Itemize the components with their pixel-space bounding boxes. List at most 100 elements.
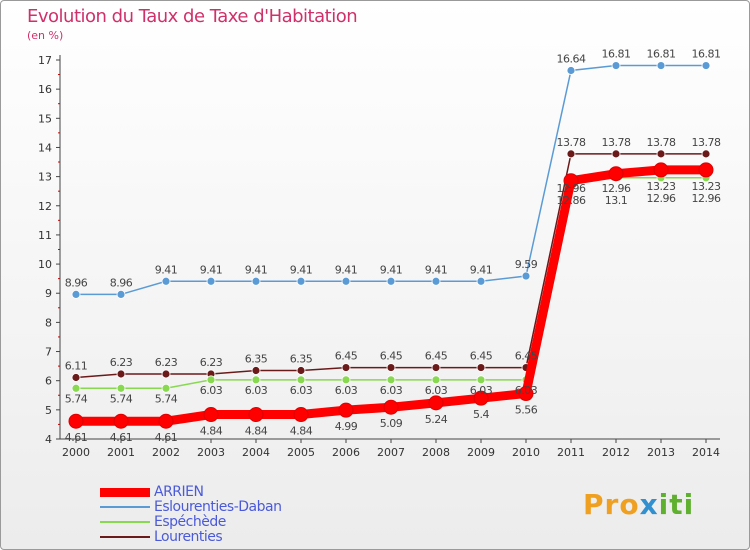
data-label: 6.23 <box>110 356 133 369</box>
data-point <box>476 363 486 372</box>
legend-item: ARRIEN <box>100 484 204 500</box>
legend-item: Lourenties <box>100 529 223 545</box>
data-point <box>341 375 351 385</box>
data-label: 6.03 <box>200 384 223 397</box>
data-point <box>431 276 441 286</box>
data-label: 12.96 <box>647 192 676 205</box>
data-point <box>158 413 174 429</box>
data-label: 4.61 <box>110 431 133 444</box>
data-label: 9.41 <box>380 263 403 276</box>
data-point <box>116 369 126 379</box>
chart-subtitle: (en %) <box>27 29 64 42</box>
data-point <box>566 149 576 159</box>
data-label: 8.96 <box>110 276 133 289</box>
data-point <box>611 61 621 70</box>
data-point <box>611 149 621 159</box>
data-label: 13.78 <box>692 136 721 149</box>
data-point <box>701 61 711 70</box>
data-point <box>653 162 669 178</box>
data-label: 6.35 <box>245 352 268 365</box>
data-point <box>203 407 219 423</box>
data-label: 6.03 <box>425 384 448 397</box>
data-point <box>293 407 309 423</box>
data-label: 16.64 <box>557 52 586 65</box>
x-tick-label: 2003 <box>197 446 225 459</box>
legend-label: ARRIEN <box>154 484 204 500</box>
y-tick-label: 10 <box>38 258 52 271</box>
legend-label: Lourenties <box>154 529 223 545</box>
data-label: 13.23 <box>647 180 676 193</box>
data-label: 6.11 <box>65 359 88 372</box>
data-label: 12.96 <box>602 182 631 195</box>
x-tick-label: 2004 <box>242 446 270 459</box>
proxiti-logo: Proxiti <box>583 488 695 521</box>
data-label: 9.59 <box>515 258 538 271</box>
data-point <box>656 149 666 159</box>
legend-item: Eslourenties-Daban <box>100 499 282 515</box>
data-label: 5.4 <box>473 408 489 421</box>
data-point <box>383 399 399 415</box>
data-label: 4.61 <box>65 431 88 444</box>
data-label: 4.61 <box>155 431 178 444</box>
data-point <box>71 373 81 382</box>
data-point <box>296 366 306 375</box>
data-label: 16.81 <box>602 48 631 61</box>
data-point <box>476 375 486 385</box>
y-tick-label: 4 <box>45 433 52 446</box>
data-point <box>206 375 216 385</box>
y-tick-label: 6 <box>45 375 52 388</box>
y-tick-label: 11 <box>38 229 52 242</box>
y-tick-label: 8 <box>45 316 52 329</box>
data-label: 6.45 <box>335 350 358 363</box>
legend-swatch <box>100 506 150 508</box>
y-tick-label: 16 <box>38 83 52 96</box>
data-label: 9.41 <box>155 263 178 276</box>
data-point <box>386 276 396 286</box>
data-point <box>341 276 351 286</box>
data-label: 12.96 <box>692 192 721 205</box>
data-label: 13.78 <box>602 136 631 149</box>
data-point <box>161 369 171 379</box>
data-label: 13.1 <box>605 194 628 207</box>
x-tick-label: 2013 <box>647 446 675 459</box>
data-point <box>113 413 129 429</box>
data-label: 12.96 <box>557 182 586 195</box>
x-tick-label: 2007 <box>377 446 405 459</box>
data-point <box>518 386 534 402</box>
x-tick-label: 2009 <box>467 446 495 459</box>
data-label: 16.81 <box>647 48 676 61</box>
data-label: 4.84 <box>200 425 223 438</box>
data-point <box>161 383 171 393</box>
data-label: 8.96 <box>65 276 88 289</box>
data-point <box>71 383 81 393</box>
data-label: 6.35 <box>290 352 313 365</box>
data-point <box>563 173 579 189</box>
data-label: 16.81 <box>692 48 721 61</box>
data-label: 9.41 <box>290 263 313 276</box>
data-point <box>698 162 714 178</box>
data-point <box>338 402 354 418</box>
data-label: 5.56 <box>515 404 538 417</box>
data-label: 5.74 <box>110 392 133 405</box>
data-label: 6.45 <box>470 350 493 363</box>
data-point <box>161 276 171 286</box>
data-point <box>251 276 261 286</box>
data-label: 5.74 <box>65 392 88 405</box>
x-tick-label: 2012 <box>602 446 630 459</box>
data-label: 13.78 <box>647 136 676 149</box>
y-tick-label: 15 <box>38 112 52 125</box>
x-tick-label: 2002 <box>152 446 180 459</box>
data-label: 5.74 <box>155 392 178 405</box>
data-point <box>431 363 441 372</box>
x-tick-label: 2001 <box>107 446 135 459</box>
data-point <box>296 276 306 286</box>
data-point <box>608 166 624 182</box>
data-point <box>296 375 306 385</box>
data-point <box>341 363 351 372</box>
data-label: 6.03 <box>380 384 403 397</box>
legend-label: Eslourenties-Daban <box>154 499 282 515</box>
x-tick-label: 2008 <box>422 446 450 459</box>
data-point <box>473 390 489 406</box>
